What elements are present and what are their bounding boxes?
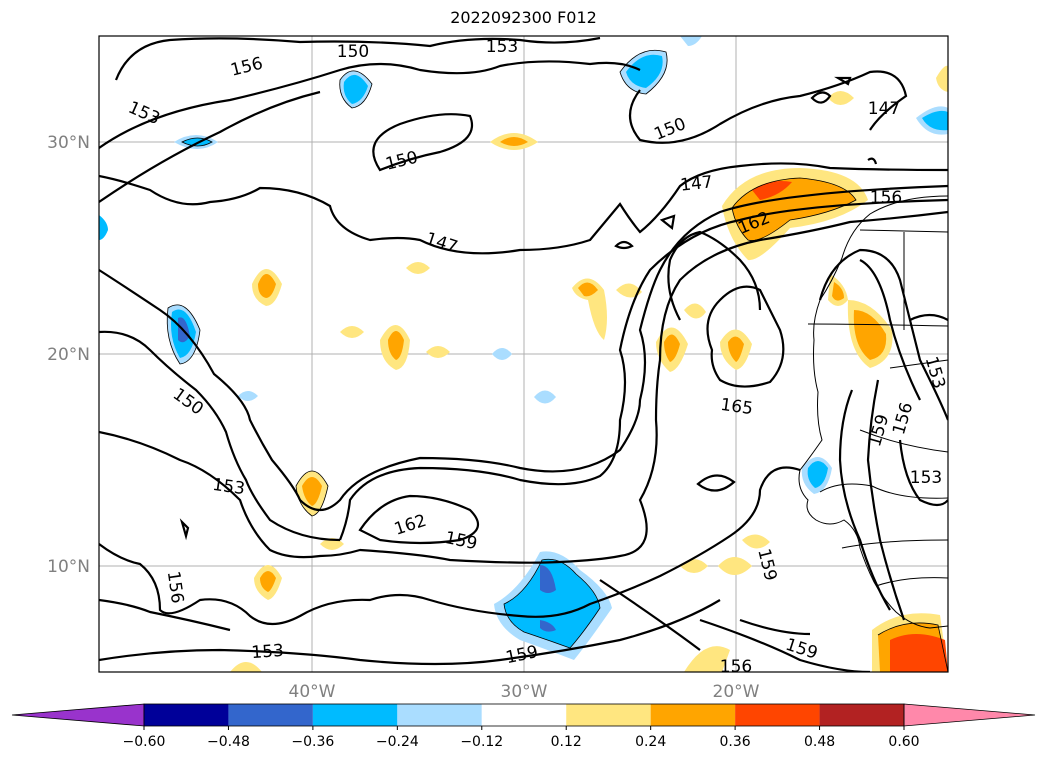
shade-positive-blob [828, 91, 854, 105]
shade-positive-blob [684, 646, 730, 672]
map-title: 2022092300 F012 [450, 8, 597, 27]
shade-positive-blob [728, 336, 744, 362]
contour-label: 150 [337, 42, 369, 62]
contour-label-group: 156 150 153 153 150 147 150 147 156 162 … [125, 37, 949, 677]
contour-label: 156 [720, 657, 752, 677]
shade-positive-blob [230, 662, 262, 672]
lon-label: 30°W [501, 682, 548, 702]
shade-positive-blob [500, 137, 528, 146]
shade-positive-blob [890, 634, 948, 672]
shade-positive-blob [853, 310, 887, 360]
colorbar-tick-label: −0.48 [207, 734, 250, 750]
shade-negative-blob [922, 110, 948, 131]
colorbar-swatch [312, 704, 398, 726]
lon-label: 40°W [289, 682, 336, 702]
shade-positive-blob [616, 283, 642, 298]
lat-label: 30°N [47, 133, 90, 153]
colorbar-tick-label: 0.36 [720, 734, 751, 750]
colorbar-tick-label: −0.24 [376, 734, 419, 750]
colorbar-swatch [144, 704, 229, 726]
shade-positive-blob [832, 282, 844, 301]
lat-label: 10°N [47, 557, 90, 577]
colorbar-extend-low [11, 703, 145, 727]
shade-negative-blob [492, 348, 512, 360]
colorbar-tick-label: 0.12 [551, 734, 582, 750]
shade-negative-blob [238, 391, 258, 401]
contour-label: 153 [211, 475, 246, 499]
shade-positive-blob [578, 282, 598, 297]
colorbar-swatch [819, 704, 904, 726]
shade-positive-blob [664, 334, 680, 362]
shade-negative-blob [626, 54, 663, 88]
shade-negative-blob [99, 215, 108, 240]
shade-negative-blob [540, 565, 556, 593]
colorbar-swatch [228, 704, 313, 726]
shade-positive-blob [936, 65, 948, 92]
contour-label: 153 [910, 468, 942, 488]
shade-negative-blob [534, 390, 556, 404]
colorbar-swatch [735, 704, 820, 726]
contour-label: 156 [163, 570, 187, 605]
height-contours [99, 36, 948, 672]
shade-negative-blob [680, 36, 702, 46]
colorbar-tick-label: 0.24 [635, 734, 666, 750]
colorbar-swatch [566, 704, 651, 726]
shade-positive-blob [572, 278, 607, 340]
shade-positive-blob [260, 571, 276, 592]
colorbar-tick-label: 0.60 [888, 734, 919, 750]
contour-label: 147 [679, 172, 713, 195]
shade-positive-blob [426, 346, 450, 358]
thin-contours [166, 49, 948, 672]
colorbar-swatch [397, 704, 482, 726]
contour-label: 156 [870, 188, 902, 208]
contour-label: 165 [719, 395, 754, 419]
colorbar-extend-high [903, 703, 1036, 727]
contour-label: 147 [868, 99, 900, 119]
lat-label: 20°N [47, 345, 90, 365]
colorbar-swatch [481, 704, 567, 726]
shade-negative-blob [807, 461, 828, 488]
contour-label: 153 [486, 37, 518, 57]
latitude-labels: 30°N 20°N 10°N [47, 133, 90, 577]
shade-negative-blob [504, 559, 600, 648]
shade-positive-blob [258, 274, 276, 298]
shade-positive-blob [742, 534, 770, 549]
shade-positive-blob [718, 557, 752, 575]
colorbar: −0.60 −0.48 −0.36 −0.24 −0.12 0.12 0.24 0.36 0.4… [11, 703, 1036, 750]
colorbar-tick-label: −0.36 [291, 734, 334, 750]
colorbar-tick-label: 0.48 [804, 734, 835, 750]
colorbar-tick-label: −0.60 [123, 734, 166, 750]
shade-negative-blob [540, 620, 556, 632]
shade-negative-blob [343, 74, 368, 104]
colorbar-swatch [650, 704, 736, 726]
colorbar-frame [143, 703, 905, 727]
shade-positive-blob [406, 262, 430, 274]
shade-positive-blob [302, 477, 322, 506]
shade-positive-blob [388, 331, 404, 360]
colorbar-tick-label: −0.12 [460, 734, 503, 750]
longitude-labels: 40°W 30°W 20°W [289, 682, 760, 702]
shade-positive-blob [752, 181, 792, 200]
shade-positive-blob [684, 303, 706, 319]
map-frame [98, 35, 949, 673]
shade-positive-blob [340, 326, 364, 338]
shaded-fields [99, 36, 948, 672]
lon-label: 20°W [713, 682, 760, 702]
contour-label: 153 [251, 641, 285, 663]
